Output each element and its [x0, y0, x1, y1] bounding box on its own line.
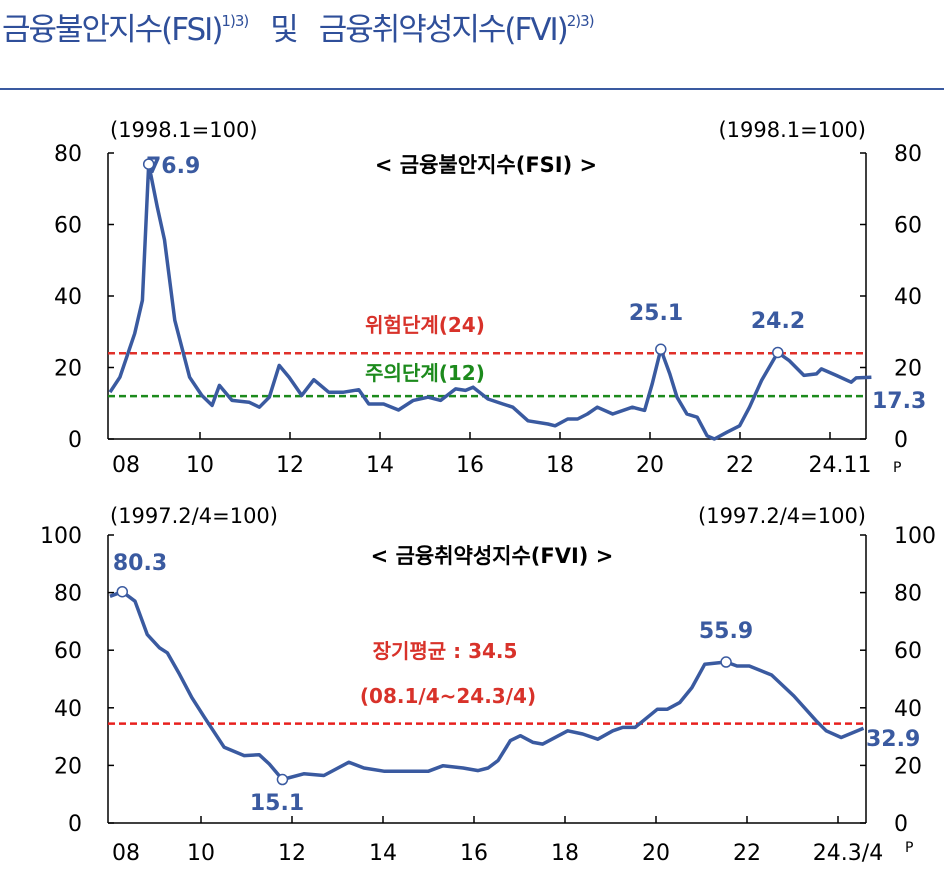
fsi-xtick-label: 24.11: [809, 453, 872, 478]
fsi-peak-marker: [142, 158, 155, 170]
fsi-xtick-label: 20: [636, 453, 664, 478]
fvi-xtick-label: 10: [187, 841, 215, 866]
fsi-caution-label: 주의단계(12): [365, 361, 485, 385]
fvi-peak-marker: [116, 585, 129, 598]
fsi-xtick-label: 22: [726, 453, 754, 478]
fvi-xtick-label: 14: [369, 841, 397, 866]
fvi-ytick-label-left: 60: [54, 639, 82, 664]
fvi-base-left: (1997.2/4=100): [110, 504, 278, 528]
fvi-average-period: (08.1/4~24.3/4): [360, 684, 536, 708]
fsi-peak-label-2008: 76.9: [146, 154, 200, 179]
title-fsi-note: 1)3): [221, 12, 249, 30]
fvi-ytick-label-right: 40: [894, 697, 922, 722]
fsi-peak-marker: [655, 343, 667, 356]
fsi-ytick-label-left: 60: [54, 214, 82, 239]
page-title: 금융불안지수(FSI)1)3) 및 금융취약성지수(FVI)2)3): [2, 4, 595, 49]
fvi-peak-label-2008: 80.3: [113, 551, 167, 576]
fsi-ytick-label-right: 40: [894, 285, 922, 310]
title-fvi-note: 2)3): [566, 12, 595, 30]
fvi-xtick-label: 12: [278, 841, 306, 866]
fvi-peak-marker: [720, 656, 732, 668]
fvi-ytick-label-left: 80: [54, 582, 82, 607]
fsi-xtick-label: 08: [112, 453, 140, 478]
title-fsi: 금융불안지수(FSI): [2, 12, 223, 48]
fvi-xtick-label: 08: [112, 841, 140, 866]
title-divider: [0, 88, 944, 90]
fvi-xtick-label: 20: [642, 841, 670, 866]
fvi-ytick-label-left: 40: [54, 697, 82, 722]
fvi-preliminary-mark: P: [905, 840, 913, 856]
fsi-ytick-label-left: 40: [54, 285, 82, 310]
fsi-ytick-label-right: 20: [894, 357, 922, 382]
fsi-xtick-label: 14: [366, 453, 394, 478]
fsi-peak-label-2020: 25.1: [629, 301, 683, 326]
fsi-preliminary-mark: P: [893, 460, 901, 476]
title-fvi: 금융취약성지수(FVI): [318, 12, 569, 48]
fvi-xtick-label: 16: [460, 841, 488, 866]
fsi-base-left: (1998.1=100): [110, 118, 258, 142]
fvi-base-right: (1997.2/4=100): [698, 504, 866, 528]
fvi-ytick-label-right: 100: [894, 524, 936, 549]
fsi-ytick-label-left: 0: [68, 428, 82, 453]
fvi-peak-marker: [276, 773, 289, 786]
fvi-xtick-label: 18: [551, 841, 579, 866]
fvi-peak-label-2021: 55.9: [699, 619, 753, 644]
fsi-xtick-label: 16: [456, 453, 484, 478]
fvi-ytick-label-left: 0: [68, 812, 82, 837]
fvi-ytick-label-right: 20: [894, 754, 922, 779]
fsi-ytick-label-right: 60: [894, 214, 922, 239]
fsi-series-line: [108, 162, 872, 441]
fsi-xtick-label: 10: [186, 453, 214, 478]
fvi-ytick-label-right: 60: [894, 639, 922, 664]
fvi-ytick-label-right: 0: [894, 812, 908, 837]
fvi-ytick-label-left: 20: [54, 754, 82, 779]
fsi-xtick-label: 18: [546, 453, 574, 478]
fvi-xtick-label: 24.3/4: [813, 841, 883, 866]
fsi-chart-title: < 금융불안지수(FSI) >: [375, 153, 597, 177]
fsi-base-right: (1998.1=100): [718, 118, 866, 142]
fsi-peak-marker: [772, 346, 784, 359]
fvi-low-label-2011: 15.1: [250, 791, 304, 816]
fvi-ytick-label-left: 100: [40, 524, 82, 549]
fsi-xtick-label: 12: [276, 453, 304, 478]
fvi-xtick-label: 22: [733, 841, 761, 866]
fvi-chart-title: < 금융취약성지수(FVI) >: [371, 544, 614, 568]
fvi-average-label: 장기평균 : 34.5: [373, 639, 518, 663]
fsi-peak-label-2022: 24.2: [751, 309, 805, 334]
fsi-ytick-label-right: 0: [894, 428, 908, 453]
fsi-danger-label: 위험단계(24): [365, 313, 485, 337]
fsi-ytick-label-left: 80: [54, 142, 82, 167]
fsi-ytick-label-right: 80: [894, 142, 922, 167]
title-conjunction: 및: [270, 12, 298, 48]
fvi-ytick-label-right: 80: [894, 582, 922, 607]
fvi-last-label: 32.9: [866, 727, 920, 752]
fsi-ytick-label-left: 20: [54, 357, 82, 382]
fsi-last-label: 17.3: [872, 389, 926, 414]
